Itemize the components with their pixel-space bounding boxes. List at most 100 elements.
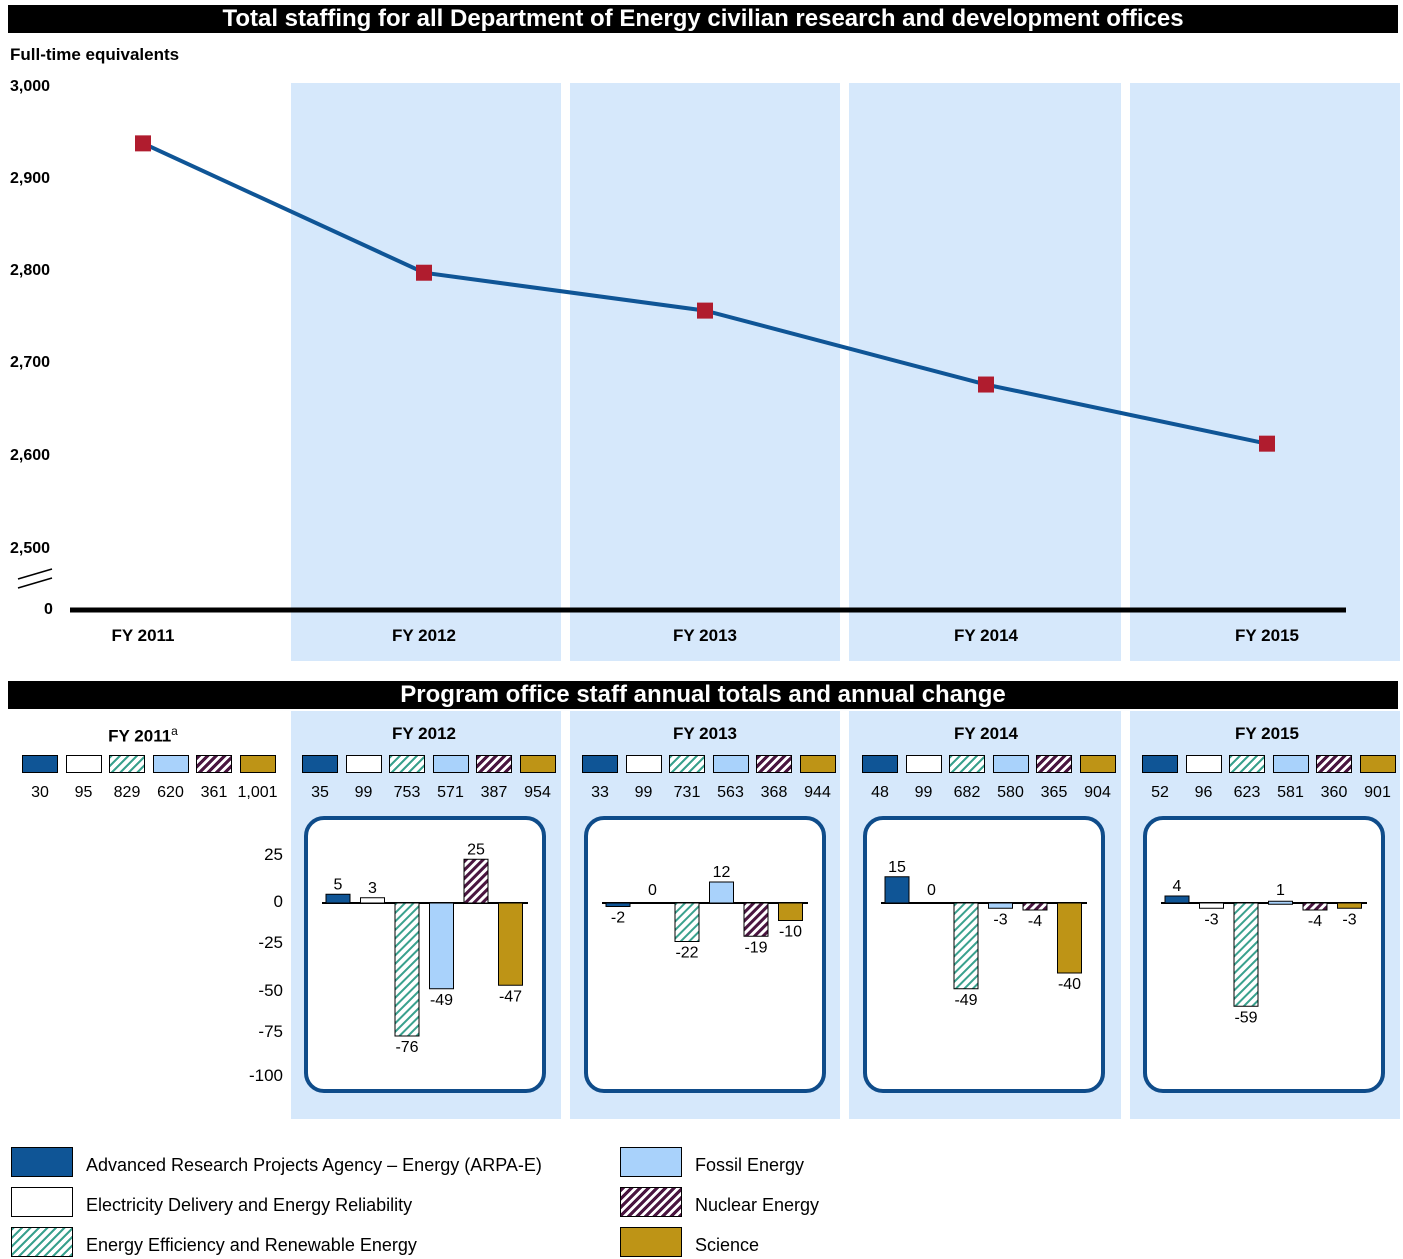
line-chart-y-label: Full-time equivalents <box>10 45 180 64</box>
office-swatch <box>65 755 102 773</box>
office-total: 581 <box>1277 784 1304 801</box>
y-tick-label: 2,800 <box>10 262 51 279</box>
office-total: 753 <box>393 784 421 801</box>
office-total: 99 <box>634 784 653 801</box>
footnote-marker: a <box>171 724 178 738</box>
column-band-fy2013 <box>570 83 840 661</box>
office-swatch <box>1142 755 1178 773</box>
office-swatch <box>389 755 425 773</box>
office-total: 580 <box>997 784 1024 801</box>
legend-swatch-arpa-e <box>11 1147 73 1177</box>
legend-swatch-science <box>620 1227 682 1257</box>
office-swatch <box>22 755 58 773</box>
office-swatch <box>152 755 189 773</box>
office-swatch <box>196 755 232 773</box>
office-swatch <box>239 755 276 773</box>
legend-swatch-eere <box>11 1227 73 1257</box>
office-swatch <box>1229 755 1265 773</box>
office-swatch <box>799 755 836 773</box>
office-total: 1,001 <box>237 784 278 801</box>
legend-label: Fossil Energy <box>695 1155 805 1175</box>
legend-label: Energy Efficiency and Renewable Energy <box>86 1235 417 1255</box>
column-band-fy2012 <box>291 83 561 661</box>
line-chart-title: Total staffing for all Department of Ene… <box>8 5 1398 33</box>
legend-swatch-electricity <box>11 1187 73 1217</box>
office-swatch <box>1185 755 1222 773</box>
legend-label: Nuclear Energy <box>695 1195 820 1215</box>
year-header: FY 2013 <box>635 724 775 744</box>
y-tick-label: 0 <box>44 601 53 618</box>
legend-label: Science <box>695 1235 760 1255</box>
office-total: 365 <box>1040 784 1068 801</box>
column-band-fy2015 <box>1130 83 1400 661</box>
legend-label: Advanced Research Projects Agency – Ener… <box>86 1155 542 1175</box>
data-point-marker <box>697 302 713 319</box>
office-swatch <box>712 755 749 773</box>
year-header: FY 2015 <box>1197 724 1337 744</box>
year-header-label: FY 2012 <box>392 724 456 743</box>
y-tick-label: 2,700 <box>10 354 51 371</box>
office-swatch <box>432 755 469 773</box>
y-tick-label: 3,000 <box>10 78 51 95</box>
year-header-label: FY 2014 <box>954 724 1018 743</box>
office-swatch <box>109 755 145 773</box>
office-total: 360 <box>1320 784 1348 801</box>
office-total: 96 <box>1194 784 1213 801</box>
office-total: 563 <box>717 784 744 801</box>
line-chart-plot <box>17 135 1346 613</box>
office-total: 571 <box>437 784 464 801</box>
office-swatch <box>582 755 618 773</box>
office-total: 944 <box>804 784 831 801</box>
legend-label: Electricity Delivery and Energy Reliabil… <box>86 1195 413 1215</box>
office-total: 731 <box>673 784 701 801</box>
change-y-tick-label: 25 <box>264 845 283 864</box>
office-total: 623 <box>1233 784 1261 801</box>
bar-chart-title: Program office staff annual totals and a… <box>8 681 1398 709</box>
office-swatch <box>1359 755 1396 773</box>
office-swatch <box>949 755 985 773</box>
office-swatch <box>302 755 338 773</box>
y-tick-label: 2,500 <box>10 540 51 557</box>
x-tick-label: FY 2011 <box>111 626 175 645</box>
y-tick-label: 2,600 <box>10 447 51 464</box>
office-total: 99 <box>354 784 373 801</box>
x-tick-label: FY 2015 <box>1235 626 1299 645</box>
office-total: 361 <box>200 784 228 801</box>
year-header: FY 2012 <box>354 724 494 744</box>
change-y-tick-label: -100 <box>248 1066 283 1085</box>
office-swatch <box>1316 755 1352 773</box>
office-total: 33 <box>591 784 609 801</box>
office-total: 904 <box>1084 784 1111 801</box>
office-total: 620 <box>157 784 184 801</box>
year-header-label: FY 2013 <box>673 724 737 743</box>
year-header: FY 2011a <box>73 724 213 747</box>
office-total: 829 <box>113 784 141 801</box>
y-tick-label: 2,900 <box>10 170 51 187</box>
x-tick-label: FY 2014 <box>954 626 1018 645</box>
change-y-tick-label: -75 <box>258 1022 283 1041</box>
legend-swatch-fossil <box>620 1147 682 1177</box>
office-swatch <box>862 755 898 773</box>
column-band-fy2014 <box>849 83 1121 661</box>
office-swatch <box>1079 755 1116 773</box>
office-swatch <box>905 755 942 773</box>
x-tick-label: FY 2013 <box>673 626 737 645</box>
office-total: 901 <box>1364 784 1391 801</box>
office-total: 52 <box>1151 784 1169 801</box>
office-total: 387 <box>480 784 508 801</box>
legend-swatch-nuclear <box>620 1187 682 1217</box>
data-point-marker <box>978 376 994 393</box>
data-point-marker <box>135 135 151 152</box>
office-swatch <box>345 755 382 773</box>
year-header-label: FY 2015 <box>1235 724 1299 743</box>
office-swatch <box>625 755 662 773</box>
year-header-label: FY 2011 <box>108 726 172 746</box>
year-header: FY 2014 <box>916 724 1056 744</box>
office-swatch <box>1036 755 1072 773</box>
office-total: 95 <box>74 784 93 801</box>
office-swatch <box>1272 755 1309 773</box>
office-total: 368 <box>760 784 788 801</box>
office-swatch <box>756 755 792 773</box>
office-total: 35 <box>311 784 329 801</box>
series-line <box>142 141 1268 446</box>
